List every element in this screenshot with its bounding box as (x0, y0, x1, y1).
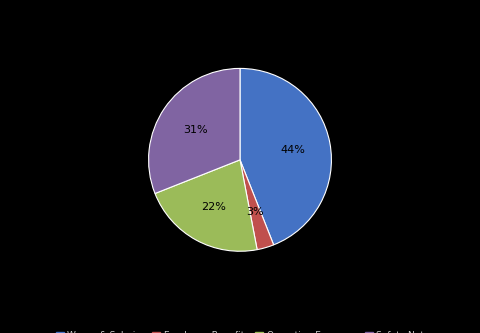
Wedge shape (240, 160, 274, 250)
Text: 44%: 44% (280, 145, 305, 155)
Legend: Wages & Salaries, Employee Benefits, Operating Expenses, Safety Net: Wages & Salaries, Employee Benefits, Ope… (56, 331, 424, 333)
Text: 22%: 22% (202, 202, 227, 212)
Wedge shape (240, 68, 331, 245)
Wedge shape (155, 160, 257, 251)
Wedge shape (149, 68, 240, 193)
Text: 31%: 31% (183, 125, 208, 135)
Text: 3%: 3% (246, 206, 264, 217)
